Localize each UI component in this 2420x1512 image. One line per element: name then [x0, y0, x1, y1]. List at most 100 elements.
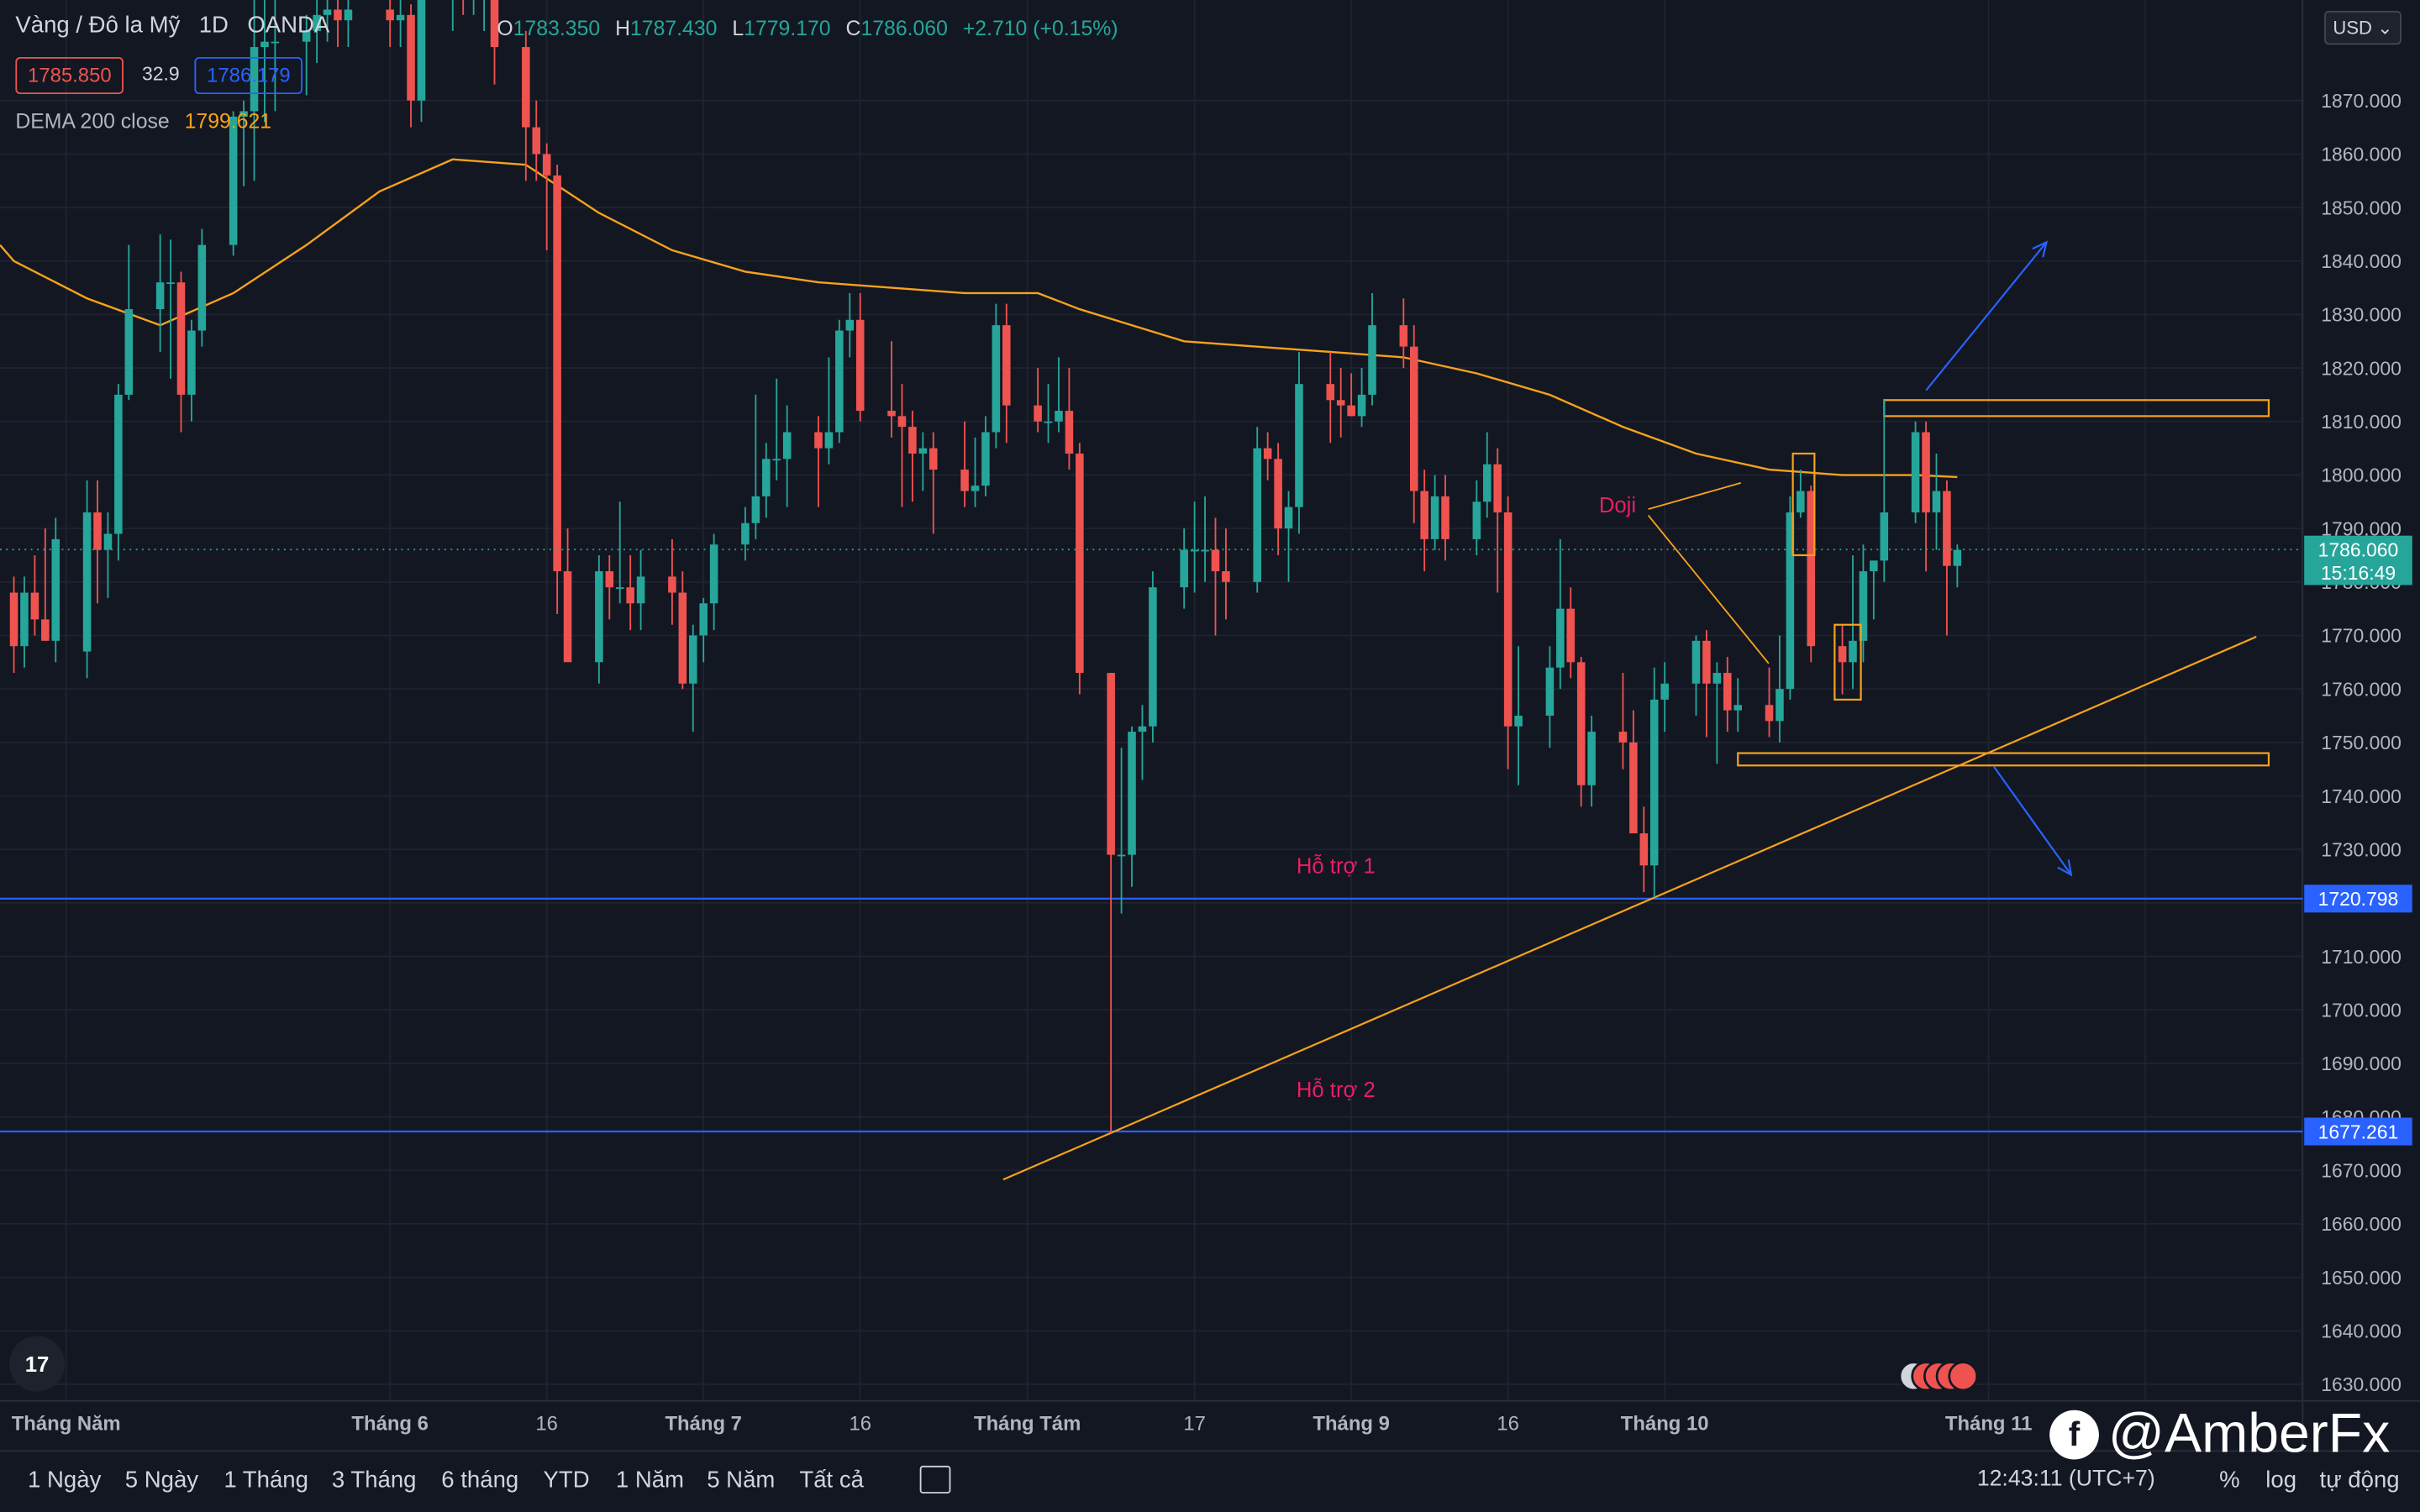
candle-body [1618, 732, 1628, 743]
candle [490, 0, 499, 85]
range-6m-button[interactable]: 6 tháng [441, 1467, 519, 1494]
candle-body [814, 432, 823, 449]
candle [1556, 538, 1565, 690]
auto-scale-button[interactable]: tự động [2319, 1467, 2400, 1494]
time-tick-label: Tháng 6 [351, 1413, 428, 1436]
candle-body [1180, 549, 1188, 588]
candle [344, 0, 353, 48]
candle [668, 538, 676, 625]
candle-body [1493, 464, 1502, 513]
ohlc-values: O1783.350 H1787.430 L1779.170 C1786.060 … [497, 17, 1118, 40]
candle-body [1691, 640, 1701, 684]
ask-price-box[interactable]: 1786.179 [194, 56, 303, 95]
candle [239, 100, 248, 186]
candle-body [1702, 640, 1711, 684]
candle [845, 292, 855, 358]
price-tick-label: 1770.000 [2321, 625, 2402, 647]
candle-body [605, 571, 614, 588]
range-ytd-button[interactable]: YTD [543, 1467, 590, 1494]
candle-body [981, 432, 990, 486]
tradingview-logo[interactable]: 17 [9, 1336, 66, 1392]
range-1m-button[interactable]: 1 Tháng [224, 1467, 308, 1494]
candle [1409, 325, 1418, 523]
candle-body [1149, 587, 1157, 727]
range-1d-button[interactable]: 1 Ngày [28, 1467, 102, 1494]
arrow-down-target-shaft [1993, 766, 2072, 876]
close-label: C [845, 17, 861, 40]
candle [462, 0, 465, 15]
candle [918, 432, 928, 491]
price-tick-label: 1710.000 [2321, 946, 2402, 968]
candle [124, 244, 134, 401]
candle [114, 384, 123, 561]
time-tick-label: 16 [535, 1413, 558, 1436]
low-label: L [732, 17, 744, 40]
candle [1660, 662, 1669, 732]
range-3m-button[interactable]: 3 Tháng [331, 1467, 417, 1494]
candle-body [1326, 384, 1335, 401]
candle-body [9, 592, 18, 647]
open-label: O [497, 17, 513, 40]
candle [1430, 475, 1439, 550]
candle [1733, 678, 1742, 732]
watermark-text: @AmberFx [2107, 1400, 2391, 1465]
candle [960, 421, 969, 507]
candle [1566, 587, 1576, 679]
symbol-name[interactable]: Vàng / Đô la Mỹ [15, 12, 181, 39]
candle [1222, 528, 1230, 620]
candle [103, 512, 113, 598]
zone-box-1 [1883, 399, 2270, 417]
doji-label: Doji [1599, 494, 1636, 517]
candle [1514, 646, 1523, 785]
candle [615, 501, 624, 604]
currency-selector[interactable]: USD ⌄ [2324, 10, 2402, 45]
candle [709, 533, 718, 631]
price-tick-label: 1870.000 [2321, 90, 2402, 112]
candle-body [490, 0, 499, 48]
candle-body [1911, 432, 1920, 513]
candle-body [1587, 732, 1596, 785]
candle [1639, 806, 1649, 893]
candle [155, 234, 165, 352]
candle-body [1723, 673, 1732, 711]
candle-body [1190, 549, 1199, 552]
price-tick-label: 1730.000 [2321, 838, 2402, 860]
percent-scale-button[interactable]: % [2219, 1467, 2240, 1494]
candle-body [908, 427, 917, 454]
candle [1629, 710, 1638, 834]
candle [396, 0, 405, 48]
price-tick-label: 1840.000 [2321, 250, 2402, 272]
candle [1765, 667, 1774, 738]
candle [271, 0, 280, 112]
clock-readout[interactable]: 12:43:11 (UTC+7) [1976, 1467, 2155, 1493]
candle [1117, 748, 1126, 914]
log-scale-button[interactable]: log [2265, 1467, 2297, 1494]
candle [1776, 635, 1784, 743]
candle [250, 0, 259, 181]
range-1y-button[interactable]: 1 Năm [615, 1467, 685, 1494]
candle [1107, 673, 1115, 1133]
range-all-button[interactable]: Tất cả [799, 1467, 864, 1494]
time-tick-label: Tháng Năm [12, 1413, 121, 1436]
range-5y-button[interactable]: 5 Năm [707, 1467, 776, 1494]
candle [741, 507, 750, 561]
candle-body [1420, 491, 1428, 539]
candle-body [1576, 662, 1586, 785]
candle-body [386, 9, 394, 21]
candle-body [636, 576, 645, 604]
range-5d-button[interactable]: 5 Ngày [124, 1467, 199, 1494]
candle-body [762, 459, 771, 496]
candle [1545, 646, 1555, 748]
candle-body [82, 512, 92, 652]
bid-price-box[interactable]: 1785.850 [15, 56, 124, 95]
go-to-date-icon[interactable] [919, 1465, 951, 1494]
candle [1691, 635, 1701, 716]
candle-body [835, 330, 844, 433]
candle [1336, 368, 1345, 438]
candle-body [1253, 448, 1262, 582]
candle [1253, 427, 1262, 593]
candle-body [93, 512, 102, 550]
dema-legend[interactable]: DEMA 200 close 1799.621 [15, 109, 271, 133]
support-1-label: Hỗ trợ 1 [1297, 854, 1376, 879]
